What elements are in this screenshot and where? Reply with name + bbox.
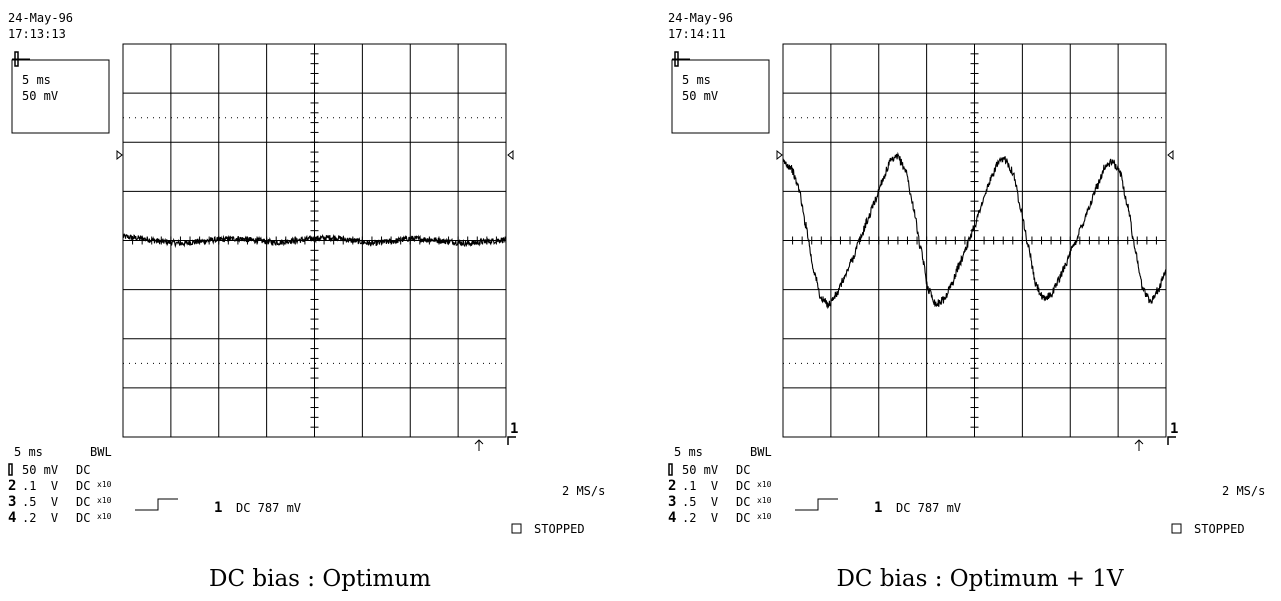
right-level-marker-icon (1167, 149, 1174, 161)
capture-date: 24-May-96 (668, 11, 733, 25)
ground-channel-label: 1 (1170, 421, 1178, 437)
channel-number: 4 (8, 510, 16, 526)
timebase-label: 5 ms (674, 445, 703, 459)
capture-date: 24-May-96 (8, 11, 73, 25)
channel-1-icon (8, 463, 13, 476)
channel-probe-x10: x10 (757, 496, 772, 505)
trigger-channel: 1 (214, 500, 222, 516)
box-timebase: 5 ms (682, 73, 711, 87)
channel-probe-x10: x10 (97, 480, 112, 489)
trigger-slope-icon (135, 498, 178, 511)
waveform-trace (122, 233, 507, 249)
acquisition-status: STOPPED (1194, 522, 1245, 536)
ground-marker-icon (507, 436, 516, 445)
channel-coupling: DC (736, 463, 750, 477)
channel-coupling: DC (76, 511, 90, 525)
channel-coupling: DC (76, 463, 90, 477)
channel-scale: 50 mV (22, 463, 58, 477)
channel-coupling: DC (736, 479, 750, 493)
bwl-label: BWL (90, 445, 112, 459)
left-level-marker-icon (116, 149, 123, 161)
channel-probe-x10: x10 (97, 496, 112, 505)
trigger-level: DC 787 mV (236, 501, 301, 515)
ground-channel-label: 1 (510, 421, 518, 437)
scope-panel-left: 24-May-96 17:13:13 5 ms 50 mV 1 5 ms BWL 50 mV D… (0, 0, 640, 601)
channel-coupling: DC (76, 495, 90, 509)
sample-rate: 2 MS/s (1222, 484, 1265, 498)
channel-coupling: DC (736, 511, 750, 525)
channel-probe-x10: x10 (757, 480, 772, 489)
panel-caption: DC bias : Optimum (209, 566, 431, 592)
channel-number: 4 (668, 510, 676, 526)
status-indicator-icon (511, 523, 522, 534)
capture-time: 17:14:11 (668, 27, 726, 41)
channel-scale: .5 V (682, 495, 718, 509)
channel-number: 2 (8, 478, 16, 494)
channel-scale: .2 V (22, 511, 58, 525)
channel-scale: .2 V (682, 511, 718, 525)
channel-probe-x10: x10 (757, 512, 772, 521)
channel-scale: 50 mV (682, 463, 718, 477)
ground-marker-icon (1167, 436, 1176, 445)
sample-rate: 2 MS/s (562, 484, 605, 498)
channel-coupling: DC (736, 495, 750, 509)
scope-screen: 24-May-96 17:13:13 5 ms 50 mV 1 5 ms BWL 50 mV D… (8, 11, 605, 536)
box-volts-per-div: 50 mV (682, 89, 718, 103)
channel-probe-x10: x10 (97, 512, 112, 521)
trigger-channel: 1 (874, 500, 882, 516)
channel-scale: .5 V (22, 495, 58, 509)
settings-box (11, 59, 110, 134)
capture-time: 17:13:13 (8, 27, 66, 41)
right-level-marker-icon (507, 149, 514, 161)
trigger-arrow-head (1134, 439, 1144, 445)
status-indicator-icon (1171, 523, 1182, 534)
timebase-label: 5 ms (14, 445, 43, 459)
left-level-marker-icon (776, 149, 783, 161)
trigger-arrow-head (474, 439, 484, 445)
panel-caption: DC bias : Optimum + 1V (836, 566, 1124, 592)
channel-number: 3 (8, 494, 16, 510)
channel-number: 3 (668, 494, 676, 510)
scope-screen: 24-May-96 17:14:11 5 ms 50 mV 1 5 ms BWL 50 mV D… (668, 11, 1265, 536)
box-timebase: 5 ms (22, 73, 51, 87)
channel-number: 2 (668, 478, 676, 494)
settings-box (671, 59, 770, 134)
channel-scale: .1 V (682, 479, 718, 493)
waveform-trace (782, 151, 1167, 310)
box-volts-per-div: 50 mV (22, 89, 58, 103)
channel-coupling: DC (76, 479, 90, 493)
graticule (782, 43, 1167, 438)
trigger-slope-icon (795, 498, 838, 511)
trigger-level: DC 787 mV (896, 501, 961, 515)
channel-scale: .1 V (22, 479, 58, 493)
bwl-label: BWL (750, 445, 772, 459)
acquisition-status: STOPPED (534, 522, 585, 536)
channel-1-icon (668, 463, 673, 476)
scope-panel-right: 24-May-96 17:14:11 5 ms 50 mV 1 5 ms BWL 50 mV D… (660, 0, 1281, 601)
